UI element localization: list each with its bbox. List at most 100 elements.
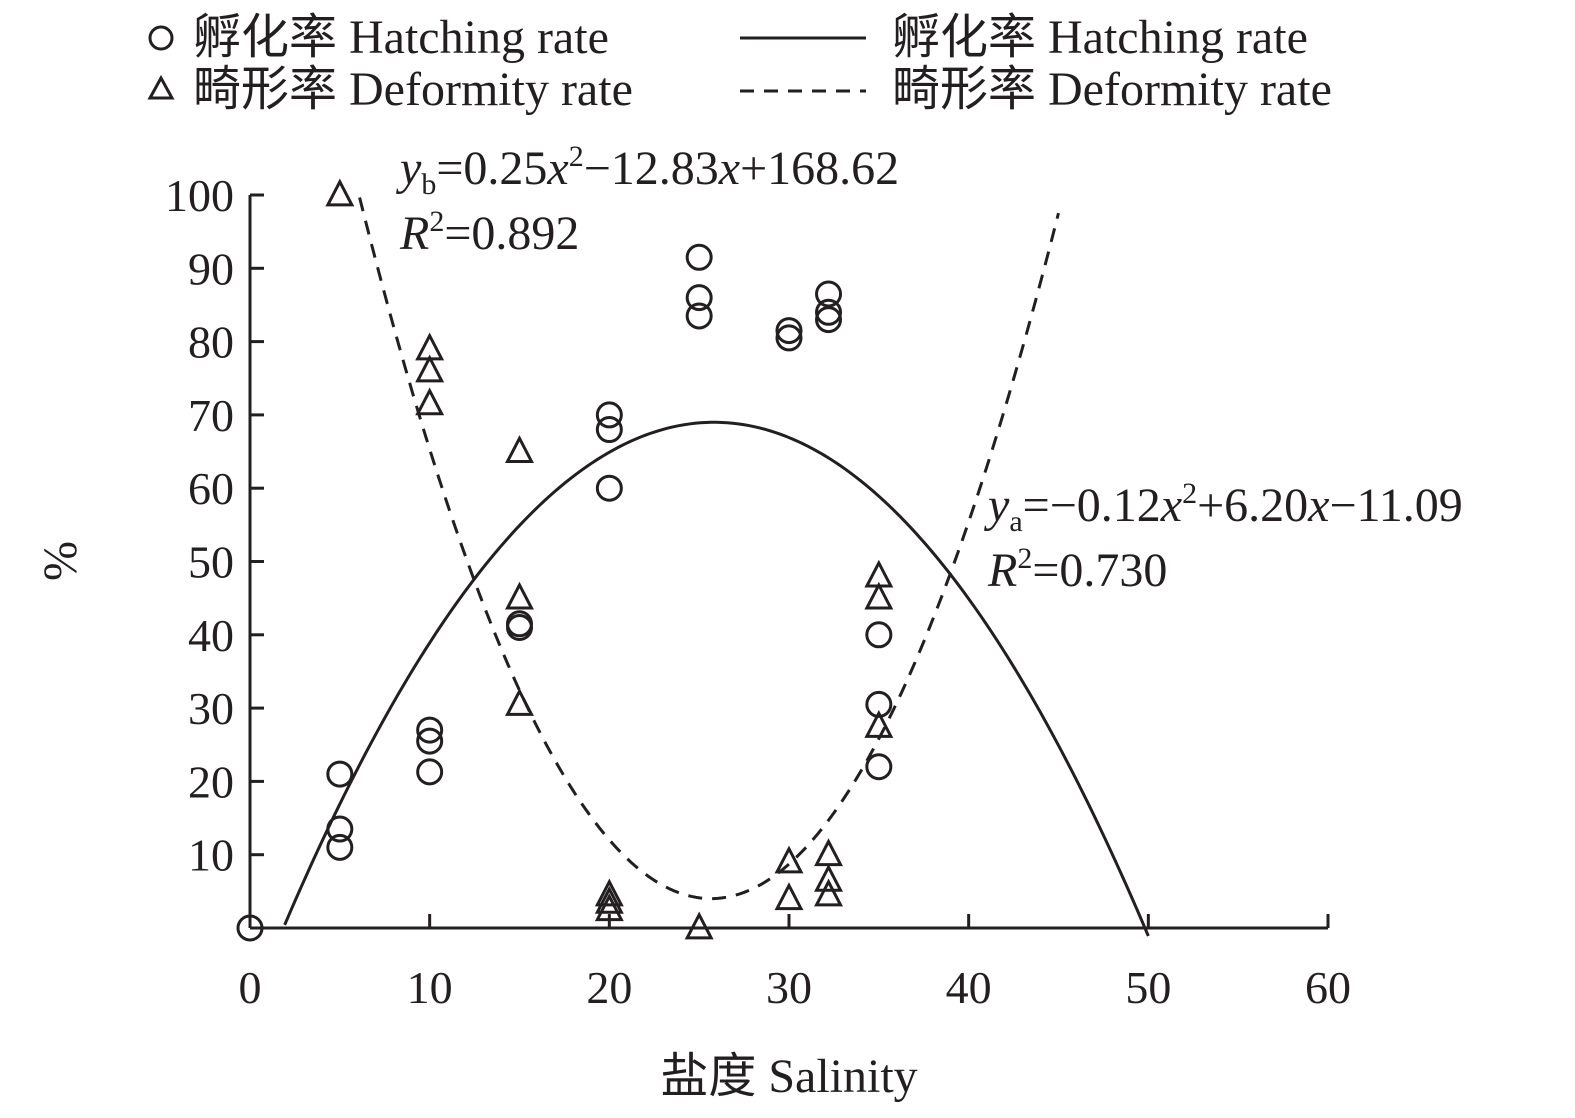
eq-y-symbol: y [983, 479, 1010, 532]
y-tick-label: 80 [188, 317, 234, 368]
deformity-equation-annotation: yb=0.25x2−12.83x+168.62 R2=0.892 [395, 140, 899, 260]
hatching-rate-point [865, 753, 893, 781]
hatching-rate-point [416, 727, 444, 755]
deformity-equation: yb=0.25x2−12.83x+168.62 [395, 140, 899, 201]
y-tick-label: 50 [188, 537, 234, 588]
r-value: =0.730 [1032, 544, 1167, 597]
fit-curves [283, 197, 1150, 937]
hatching-rate-point [595, 401, 623, 429]
hatching-rate-point [416, 716, 444, 744]
x-axis-ticks: 0 10 20 30 40 50 60 [239, 914, 1351, 1013]
eq-subscript: a [1009, 505, 1022, 538]
deformity-rate-point [594, 885, 624, 914]
deformity-rate-point [814, 863, 843, 892]
deformity-rate-point [774, 845, 804, 874]
hatching-rate-point [685, 302, 713, 330]
deformity-rate-point [594, 893, 624, 922]
legend-hatching-fit-label: 孵化率 Hatching rate [892, 11, 1308, 64]
y-axis-label: % [34, 541, 87, 581]
eq-part: =−0.12 [1023, 479, 1161, 532]
hatching-equation: ya=−0.12x2+6.20x−11.09 [983, 477, 1463, 538]
deformity-rate-point [864, 581, 894, 610]
eq-superscript: 2 [1182, 477, 1197, 510]
y-tick-label: 40 [188, 610, 234, 661]
eq-superscript: 2 [569, 140, 584, 173]
deformity-rate-point [415, 387, 445, 416]
deformity-rate-point [774, 882, 804, 911]
eq-part: +168.62 [740, 142, 899, 195]
deformity-rate-point [505, 687, 534, 716]
x-tick-label: 60 [1305, 962, 1351, 1013]
y-tick-label: 30 [188, 683, 234, 734]
hatching-fit-curve [283, 420, 1150, 937]
r-superscript: 2 [429, 205, 444, 238]
eq-subscript: b [421, 168, 436, 201]
eq-x-symbol: x [718, 142, 740, 195]
r-symbol: R [987, 544, 1017, 597]
hatching-r-squared: R2=0.730 [987, 542, 1167, 597]
legend-circle-marker [148, 25, 174, 51]
r-symbol: R [399, 207, 429, 260]
deformity-rate-point [814, 878, 843, 907]
deformity-rate-point [814, 838, 843, 867]
y-axis-ticks: 10 20 30 40 50 60 70 80 90 100 [165, 170, 264, 881]
r-superscript: 2 [1017, 542, 1032, 575]
legend: 孵化率 Hatching rate 畸形率 Deformity rate 孵化率… [147, 11, 1332, 116]
x-tick-label: 0 [239, 962, 262, 1013]
deformity-rate-point [594, 878, 624, 907]
eq-x-symbol: x [1160, 479, 1182, 532]
hatching-rate-point [815, 306, 843, 334]
y-tick-label: 70 [188, 390, 234, 441]
deformity-rate-point [684, 911, 714, 940]
hatching-rate-point [326, 833, 354, 861]
x-tick-label: 50 [1125, 962, 1171, 1013]
r-value: =0.892 [444, 207, 579, 260]
x-axis-label: 盐度 Salinity [660, 1050, 917, 1103]
y-tick-label: 100 [165, 170, 234, 221]
eq-part: +6.20 [1197, 479, 1308, 532]
legend-deformity-fit-label: 畸形率 Deformity rate [892, 63, 1332, 116]
hatching-rate-point [236, 914, 264, 942]
hatching-equation-annotation: ya=−0.12x2+6.20x−11.09 R2=0.730 [983, 477, 1463, 597]
hatching-rate-point [595, 416, 623, 444]
x-tick-label: 10 [407, 962, 453, 1013]
eq-y-symbol: y [395, 142, 422, 195]
deformity-rate-point [415, 354, 445, 383]
eq-x-symbol: x [546, 142, 568, 195]
eq-x-symbol: x [1307, 479, 1329, 532]
deformity-r-squared: R2=0.892 [399, 205, 579, 260]
hatching-rate-point [815, 280, 843, 308]
hatching-rate-point [865, 621, 893, 649]
deformity-rate-point [505, 581, 534, 610]
deformity-rate-point [864, 709, 894, 738]
x-tick-label: 20 [586, 962, 632, 1013]
hatching-rate-point [685, 243, 713, 271]
hatching-rate-point [595, 474, 623, 502]
hatching-rate-point [775, 317, 803, 345]
legend-deformity-points-label: 畸形率 Deformity rate [193, 63, 633, 116]
y-tick-label: 20 [188, 756, 234, 807]
hatching-rate-point [326, 815, 354, 843]
y-tick-label: 10 [188, 830, 234, 881]
hatching-rate-point [685, 284, 713, 312]
hatching-rate-point [506, 613, 533, 641]
data-points [236, 178, 894, 942]
deformity-rate-point [325, 178, 355, 207]
eq-part: −12.83 [584, 142, 719, 195]
y-tick-label: 60 [188, 463, 234, 514]
hatching-rate-point [416, 758, 444, 786]
hatching-rate-point [815, 298, 843, 326]
hatching-rate-point [326, 760, 354, 788]
deformity-fit-curve [358, 197, 1060, 901]
axes: 10 20 30 40 50 60 70 80 90 100 0 10 20 30 40 50 60 [165, 170, 1351, 1013]
y-tick-label: 90 [188, 243, 234, 294]
hatching-rate-point [775, 324, 803, 352]
eq-part: =0.25 [436, 142, 547, 195]
x-tick-label: 30 [766, 962, 812, 1013]
deformity-rate-point [505, 435, 534, 463]
legend-triangle-marker [147, 74, 175, 100]
legend-hatching-points-label: 孵化率 Hatching rate [193, 11, 609, 64]
x-tick-label: 40 [946, 962, 992, 1013]
eq-part: −11.09 [1329, 479, 1462, 532]
